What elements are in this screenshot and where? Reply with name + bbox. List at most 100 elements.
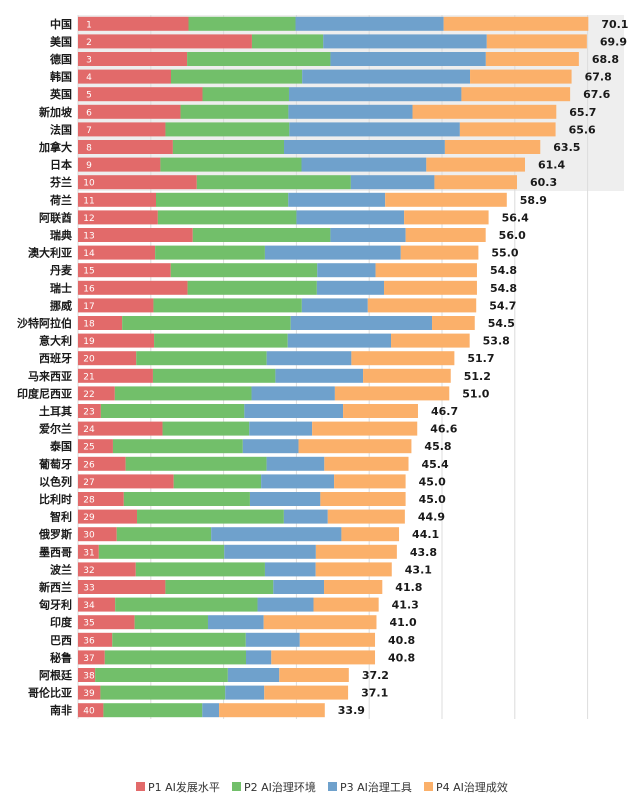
total-label: 67.8 bbox=[585, 71, 612, 84]
bar-segment-p3 bbox=[261, 474, 335, 489]
rank-label: 7 bbox=[86, 126, 92, 136]
country-label: 英国 bbox=[49, 87, 72, 101]
total-label: 67.6 bbox=[583, 88, 610, 101]
rank-label: 4 bbox=[86, 73, 92, 83]
total-label: 54.8 bbox=[490, 264, 517, 277]
bar-segment-p4 bbox=[315, 544, 397, 559]
bar-segment-p2 bbox=[152, 368, 276, 383]
bar-segment-p3 bbox=[330, 228, 406, 242]
bar-segment-p1 bbox=[78, 210, 158, 225]
total-label: 41.0 bbox=[389, 616, 416, 629]
bar-segment-p4 bbox=[264, 685, 349, 700]
country-label: 日本 bbox=[50, 158, 72, 172]
bar-segment-p4 bbox=[334, 474, 406, 489]
country-label: 波兰 bbox=[50, 562, 72, 576]
country-label: 芬兰 bbox=[49, 175, 72, 189]
bar-segment-p3 bbox=[244, 404, 344, 418]
country-label: 巴西 bbox=[50, 634, 72, 647]
bar-segment-p3 bbox=[288, 87, 462, 102]
bar-segment-p4 bbox=[279, 668, 349, 682]
bar-segment-p3 bbox=[350, 175, 435, 190]
rank-label: 27 bbox=[83, 478, 94, 488]
total-label: 51.2 bbox=[464, 370, 491, 383]
bar-segment-p4 bbox=[391, 333, 470, 348]
rank-label: 12 bbox=[83, 214, 94, 224]
bar-segment-p2 bbox=[122, 316, 291, 330]
bar-segment-p3 bbox=[275, 368, 364, 383]
bar-segment-p2 bbox=[188, 16, 296, 31]
bar-segment-p3 bbox=[301, 298, 368, 313]
bar-segment-p2 bbox=[160, 157, 302, 172]
bar-segment-p4 bbox=[324, 456, 409, 471]
bar-segment-p1 bbox=[78, 52, 188, 66]
legend-swatch-p1 bbox=[136, 782, 145, 791]
bar-segment-p4 bbox=[320, 492, 406, 506]
country-label: 挪威 bbox=[50, 298, 72, 312]
total-label: 65.7 bbox=[569, 106, 596, 119]
country-label: 阿联酋 bbox=[39, 210, 72, 224]
bar-segment-p1 bbox=[78, 527, 117, 542]
rank-label: 22 bbox=[83, 390, 94, 400]
bar-segment-p4 bbox=[385, 192, 507, 207]
country-label: 智利 bbox=[50, 510, 72, 524]
bar-segment-p4 bbox=[341, 527, 400, 542]
bar-segment-p4 bbox=[351, 351, 455, 366]
bar-segment-p3 bbox=[224, 544, 316, 559]
total-label: 40.8 bbox=[388, 634, 415, 647]
bar-segment-p3 bbox=[284, 140, 445, 154]
bar-segment-p2 bbox=[202, 87, 289, 102]
total-label: 37.2 bbox=[362, 669, 389, 682]
bar-segment-p2 bbox=[187, 52, 331, 66]
rank-label: 10 bbox=[83, 179, 95, 189]
country-label: 意大利 bbox=[39, 334, 72, 348]
country-label: 以色列 bbox=[39, 474, 72, 488]
bar-segment-p1 bbox=[78, 703, 104, 718]
country-label: 瑞典 bbox=[50, 228, 72, 242]
bar-segment-p2 bbox=[156, 192, 289, 207]
rank-label: 26 bbox=[83, 460, 95, 470]
bar-segment-p1 bbox=[78, 685, 101, 700]
legend-label-p3: P3 AI治理工具 bbox=[340, 780, 412, 794]
bar-segment-p1 bbox=[78, 386, 115, 401]
bar-segment-p4 bbox=[461, 87, 571, 102]
rank-label: 1 bbox=[86, 20, 92, 30]
rank-label: 17 bbox=[83, 302, 94, 312]
bar-segment-p1 bbox=[78, 632, 113, 647]
total-label: 44.1 bbox=[412, 528, 439, 541]
rank-label: 38 bbox=[83, 672, 95, 682]
bar-segment-p4 bbox=[384, 280, 477, 295]
bar-segment-p2 bbox=[165, 580, 274, 594]
bar-segment-p4 bbox=[263, 615, 377, 630]
total-label: 51.0 bbox=[462, 387, 489, 400]
bar-segment-p2 bbox=[134, 615, 208, 630]
country-label: 澳大利亚 bbox=[28, 246, 72, 260]
rank-label: 37 bbox=[83, 654, 94, 664]
rank-label: 6 bbox=[86, 108, 92, 118]
bar-segment-p3 bbox=[330, 52, 486, 66]
rank-label: 21 bbox=[83, 372, 94, 382]
bar-segment-p1 bbox=[78, 104, 181, 119]
bar-segment-p1 bbox=[78, 615, 135, 630]
bar-segment-p4 bbox=[432, 316, 475, 330]
bar-segment-p2 bbox=[112, 632, 246, 647]
bar-segment-p3 bbox=[288, 192, 386, 207]
bar-segment-p3 bbox=[301, 157, 427, 172]
bar-segment-p2 bbox=[157, 210, 297, 225]
bar-segment-p3 bbox=[288, 104, 413, 119]
bar-segment-p1 bbox=[78, 668, 96, 682]
rank-label: 20 bbox=[83, 355, 95, 365]
country-label: 法国 bbox=[50, 122, 72, 136]
legend-swatch-p3 bbox=[328, 782, 337, 791]
rank-label: 30 bbox=[83, 531, 95, 541]
total-label: 68.8 bbox=[592, 53, 619, 66]
country-label: 南非 bbox=[50, 703, 72, 717]
total-label: 54.5 bbox=[488, 317, 515, 330]
rank-label: 31 bbox=[83, 548, 94, 558]
rank-label: 9 bbox=[86, 161, 92, 171]
bar-segment-p1 bbox=[78, 439, 113, 454]
bar-segment-p4 bbox=[405, 228, 486, 242]
country-label: 新西兰 bbox=[39, 580, 72, 594]
total-label: 56.4 bbox=[502, 211, 529, 224]
bar-segment-p2 bbox=[112, 439, 243, 454]
bar-segment-p1 bbox=[78, 456, 126, 471]
